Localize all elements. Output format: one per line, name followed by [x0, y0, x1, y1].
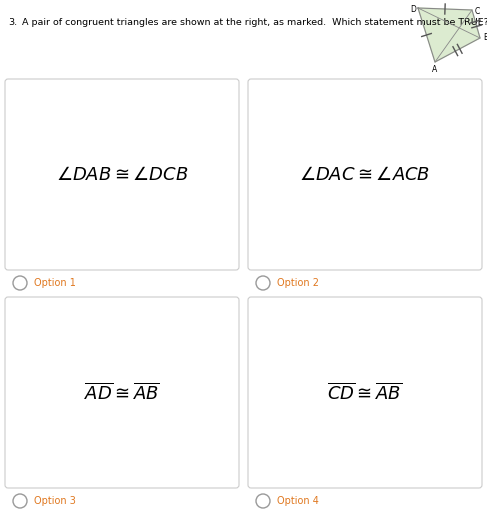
Text: $\angle DAC \cong \angle ACB$: $\angle DAC \cong \angle ACB$ — [300, 165, 431, 184]
FancyBboxPatch shape — [5, 297, 239, 488]
Text: A: A — [432, 66, 438, 74]
Text: $\angle DAB \cong \angle DCB$: $\angle DAB \cong \angle DCB$ — [56, 165, 188, 184]
Text: 3.: 3. — [8, 18, 17, 27]
Text: Option 1: Option 1 — [34, 278, 76, 288]
Text: Option 4: Option 4 — [277, 496, 319, 506]
Text: $\overline{AD} \cong \overline{AB}$: $\overline{AD} \cong \overline{AB}$ — [84, 382, 160, 403]
FancyBboxPatch shape — [248, 79, 482, 270]
FancyBboxPatch shape — [5, 79, 239, 270]
Text: $\overline{CD} \cong \overline{AB}$: $\overline{CD} \cong \overline{AB}$ — [327, 382, 403, 403]
Text: Option 3: Option 3 — [34, 496, 76, 506]
Text: D: D — [410, 5, 416, 14]
Text: C: C — [474, 6, 480, 16]
Text: B: B — [484, 33, 487, 43]
Polygon shape — [418, 8, 480, 62]
Text: Option 2: Option 2 — [277, 278, 319, 288]
FancyBboxPatch shape — [248, 297, 482, 488]
Text: A pair of congruent triangles are shown at the right, as marked.  Which statemen: A pair of congruent triangles are shown … — [22, 18, 487, 27]
